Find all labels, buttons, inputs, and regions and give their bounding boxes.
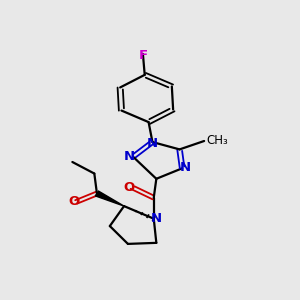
Text: CH₃: CH₃ (206, 134, 228, 148)
Text: N: N (151, 212, 162, 225)
Polygon shape (95, 191, 124, 206)
Text: F: F (138, 49, 148, 62)
Text: N: N (180, 161, 191, 174)
Text: N: N (146, 136, 158, 150)
Text: N: N (124, 150, 135, 163)
Text: O: O (124, 181, 135, 194)
Text: O: O (69, 195, 80, 208)
